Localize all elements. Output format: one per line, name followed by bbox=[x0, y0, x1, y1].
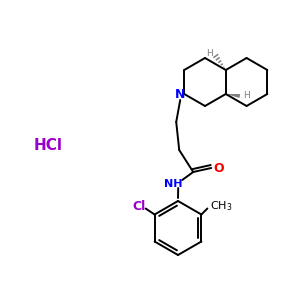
Text: N: N bbox=[175, 88, 185, 100]
Text: H: H bbox=[206, 50, 213, 58]
Text: Cl: Cl bbox=[132, 200, 145, 213]
Text: NH: NH bbox=[164, 179, 182, 189]
Polygon shape bbox=[226, 94, 240, 98]
Text: H: H bbox=[243, 92, 250, 100]
Text: O: O bbox=[213, 161, 224, 175]
Text: HCl: HCl bbox=[34, 137, 62, 152]
Text: CH$_3$: CH$_3$ bbox=[210, 200, 233, 213]
